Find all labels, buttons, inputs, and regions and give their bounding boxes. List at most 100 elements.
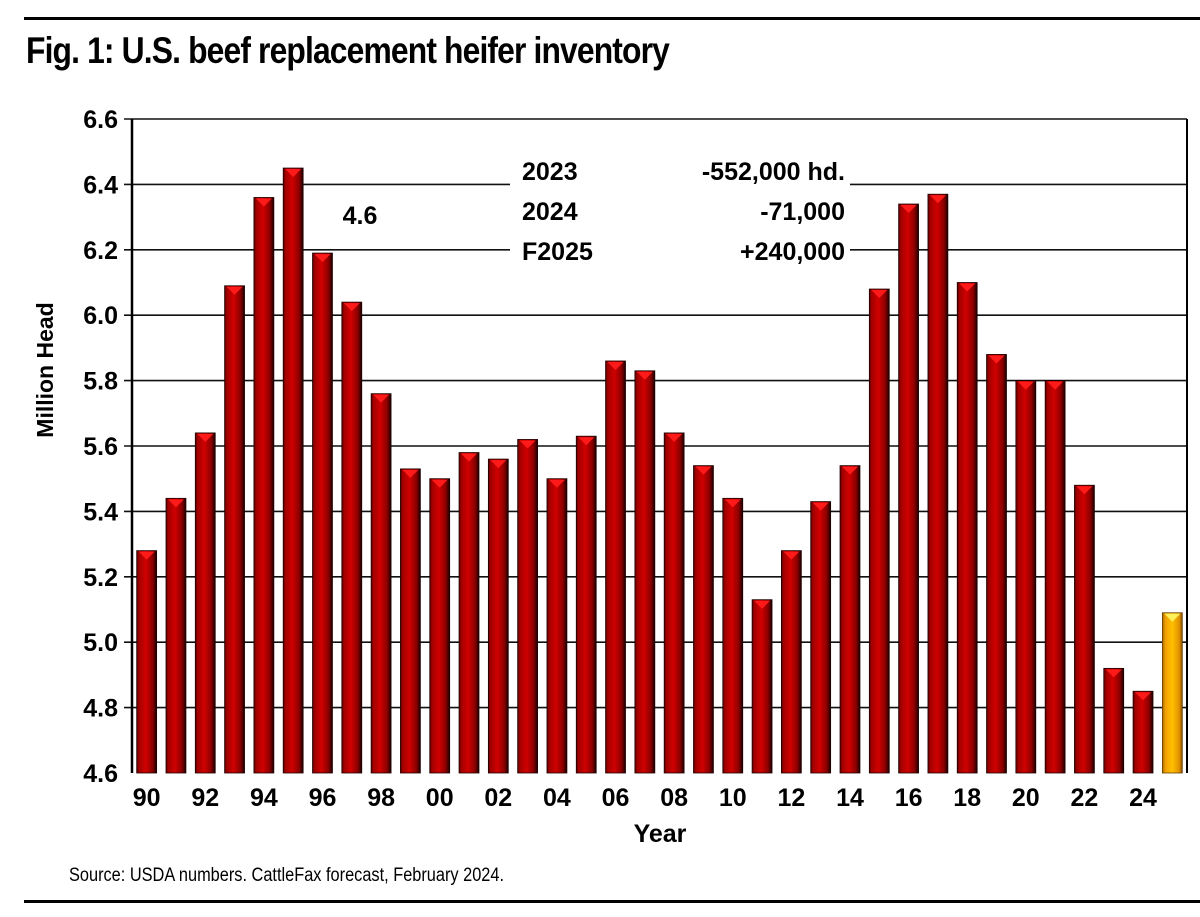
bar-body [1103,667,1125,774]
bar-cap [812,502,829,511]
bar-body [722,497,744,774]
bar-cap [578,437,595,446]
x-tick-label: 10 [719,784,747,812]
bar-body [312,252,333,774]
bar-2001 [458,452,480,774]
bar-2023 [1103,667,1125,774]
x-tick-label: 18 [953,784,981,812]
bar-cap [754,600,771,609]
x-tick-label: 20 [1012,784,1040,812]
bar-cap [695,466,712,475]
bar-cap [607,361,624,370]
bar-cap [959,283,976,292]
bar-1999 [400,468,421,774]
bar-cap [226,286,243,295]
bar-cap [461,453,477,462]
y-tick-label: 5.6 [83,433,118,461]
y-tick-label: 6.6 [83,106,118,134]
bar-body [898,203,919,774]
y-tick-label: 6.2 [83,237,118,265]
bar-body [605,360,626,774]
x-tick-label: 14 [836,784,864,812]
bar-2002 [487,458,509,774]
x-axis-tick-labels: 90 92 94 96 98 00 02 04 06 08 10 12 14 16 18 20 22 24 [133,784,1157,812]
bar-cap [783,551,800,560]
x-tick-label: 00 [426,784,454,812]
annotation-label-2024: 2024 [522,198,578,226]
annotation-4-6: 4.6 [343,202,378,230]
bar-cap [197,433,214,442]
x-tick-label: 92 [191,784,219,812]
bar-2016 [898,203,919,774]
bar-cap [636,371,653,380]
bar-2012 [781,550,802,774]
bar-cap [167,499,184,508]
bar-body [487,458,509,774]
bottom-rule [24,900,1200,903]
annotation-box-bg [510,150,850,268]
bar-body [693,465,714,774]
annotation-value-f2025: +240,000 [740,238,845,266]
bar-cap [842,466,858,475]
y-tick-label: 5.0 [83,629,118,657]
bar-body [1074,484,1095,774]
annotation-label-2023: 2023 [522,158,578,186]
bar-body [927,193,949,774]
bar-2021 [1044,380,1066,774]
bar-cap [431,479,448,488]
bar-cap [548,479,565,488]
bar-body [282,167,304,774]
bar-body [868,288,890,774]
bar-body [1161,612,1183,774]
annotation-label-f2025: F2025 [522,238,593,266]
bar-2024 [1132,690,1154,774]
bar-2020 [1015,380,1037,774]
x-tick-label: 98 [367,784,395,812]
x-tick-label: 22 [1071,784,1099,812]
chart-title: Fig. 1: U.S. beef replacement heifer inv… [26,30,670,71]
bar-cap [314,254,331,263]
bar-cap [138,551,155,560]
bar-1995 [282,167,304,774]
bar-cap [343,303,360,312]
bar-cap [900,205,917,214]
bar-cap [1164,613,1181,622]
bar-2009 [693,465,714,774]
source-note: Source: USDA numbers. CattleFax forecast… [69,865,505,886]
x-tick-label: 94 [250,784,278,812]
x-tick-label: 06 [602,784,630,812]
bar-2011 [751,599,773,774]
bar-body [839,465,861,774]
bar-body [517,439,538,774]
bar-1998 [370,393,392,774]
bar-body [165,497,187,774]
bar-body [1044,380,1066,774]
bar-body [370,393,392,774]
bar-cap [1135,692,1152,701]
bar-cap [402,469,419,478]
bar-body [1015,380,1037,774]
bar-2008 [663,432,685,774]
bar-1990 [136,550,158,774]
bar-body [400,468,421,774]
bar-1992 [194,432,216,774]
bar-body [341,301,363,774]
bar-body [136,550,158,774]
bar-cap [666,433,683,442]
x-tick-label: 08 [660,784,688,812]
bar-cap [490,460,507,469]
y-tick-label: 5.4 [83,498,118,526]
x-tick-label: 96 [309,784,337,812]
bar-cap [724,499,741,508]
annotation-value-2024: -71,000 [760,198,845,226]
x-axis-title: Year [634,820,687,848]
y-tick-label: 4.8 [83,695,118,723]
bar-body [575,435,597,774]
bar-2022 [1074,484,1095,774]
bar-cap [1105,669,1122,678]
x-tick-label: 02 [484,784,512,812]
bar-body [224,285,245,774]
y-tick-label: 4.6 [83,760,118,788]
bar-body [663,432,685,774]
